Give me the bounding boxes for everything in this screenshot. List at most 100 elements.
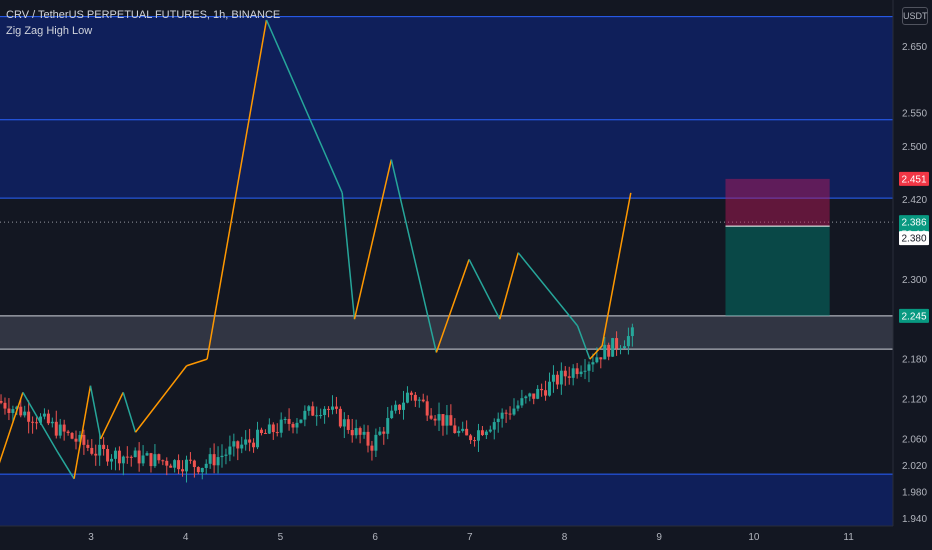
indicator-label[interactable]: Zig Zag High Low: [6, 25, 93, 37]
candle[interactable]: [398, 404, 402, 410]
candle[interactable]: [279, 419, 283, 433]
candle[interactable]: [611, 338, 615, 357]
candle[interactable]: [567, 376, 571, 378]
candle[interactable]: [500, 412, 504, 419]
candle[interactable]: [413, 394, 417, 401]
candle[interactable]: [386, 418, 390, 434]
candle[interactable]: [11, 409, 15, 413]
candle[interactable]: [295, 422, 299, 428]
candle[interactable]: [327, 408, 331, 410]
candle[interactable]: [382, 431, 386, 434]
candle[interactable]: [571, 368, 575, 378]
candle[interactable]: [603, 344, 607, 360]
candle[interactable]: [394, 404, 398, 411]
candle[interactable]: [3, 402, 7, 409]
candle[interactable]: [615, 338, 619, 349]
candle[interactable]: [587, 364, 591, 371]
time-axis[interactable]: [0, 526, 893, 550]
candle[interactable]: [291, 423, 295, 428]
candle[interactable]: [480, 430, 484, 436]
candle[interactable]: [374, 434, 378, 451]
candle[interactable]: [350, 429, 354, 436]
candle[interactable]: [267, 424, 271, 434]
candle[interactable]: [563, 370, 567, 377]
candle[interactable]: [263, 433, 267, 435]
candle[interactable]: [216, 457, 220, 466]
candle[interactable]: [504, 412, 508, 414]
candle[interactable]: [548, 381, 552, 396]
candle[interactable]: [575, 368, 579, 375]
candle[interactable]: [133, 450, 137, 458]
candle[interactable]: [516, 405, 520, 409]
candle[interactable]: [208, 454, 212, 464]
candle[interactable]: [86, 444, 90, 448]
candle[interactable]: [145, 453, 149, 456]
candle[interactable]: [323, 408, 327, 416]
candle[interactable]: [366, 431, 370, 446]
candle[interactable]: [7, 408, 11, 413]
candle[interactable]: [626, 336, 630, 347]
candle[interactable]: [492, 422, 496, 430]
candle[interactable]: [98, 444, 102, 456]
candle[interactable]: [619, 348, 623, 350]
candle[interactable]: [153, 454, 157, 467]
candle[interactable]: [165, 460, 169, 466]
candle[interactable]: [70, 433, 74, 439]
candle[interactable]: [622, 346, 626, 349]
candle[interactable]: [117, 450, 121, 464]
candle[interactable]: [42, 413, 46, 417]
candle[interactable]: [62, 424, 66, 432]
candle[interactable]: [378, 431, 382, 435]
candle[interactable]: [429, 415, 433, 419]
candle[interactable]: [184, 459, 188, 472]
candle[interactable]: [228, 446, 232, 455]
candle[interactable]: [271, 424, 275, 433]
candle[interactable]: [354, 428, 358, 436]
candle[interactable]: [338, 408, 342, 427]
candle[interactable]: [275, 432, 279, 434]
candle[interactable]: [161, 460, 165, 462]
candle[interactable]: [457, 430, 461, 434]
candle[interactable]: [496, 418, 500, 423]
candle[interactable]: [370, 445, 374, 451]
candle[interactable]: [315, 415, 319, 417]
candle[interactable]: [102, 444, 106, 449]
candle[interactable]: [433, 418, 437, 421]
candle[interactable]: [512, 408, 516, 415]
candle[interactable]: [157, 454, 161, 461]
candle[interactable]: [417, 399, 421, 401]
candle[interactable]: [54, 421, 58, 436]
candle[interactable]: [555, 374, 559, 385]
candle[interactable]: [402, 402, 406, 410]
candle[interactable]: [287, 418, 291, 424]
candle[interactable]: [125, 456, 129, 458]
candle[interactable]: [437, 414, 441, 421]
candle[interactable]: [532, 393, 536, 399]
candle[interactable]: [441, 414, 445, 426]
candle[interactable]: [520, 398, 524, 406]
candle[interactable]: [236, 441, 240, 449]
candle[interactable]: [449, 415, 453, 426]
candle[interactable]: [346, 419, 350, 430]
candle[interactable]: [508, 413, 512, 415]
candle[interactable]: [27, 411, 31, 422]
candle[interactable]: [121, 456, 125, 464]
candle[interactable]: [74, 438, 78, 442]
candle[interactable]: [50, 421, 54, 424]
candle[interactable]: [559, 370, 563, 385]
candle[interactable]: [240, 444, 244, 449]
candle[interactable]: [220, 455, 224, 458]
candle[interactable]: [94, 453, 98, 456]
candle[interactable]: [141, 455, 145, 464]
candle[interactable]: [591, 362, 595, 365]
take-profit-area[interactable]: [725, 226, 830, 316]
candle[interactable]: [283, 418, 287, 420]
candle[interactable]: [358, 428, 362, 435]
candle[interactable]: [469, 435, 473, 441]
candle[interactable]: [252, 442, 256, 448]
candle[interactable]: [528, 393, 532, 397]
candle[interactable]: [405, 392, 409, 403]
candle[interactable]: [256, 429, 260, 448]
candle[interactable]: [19, 406, 23, 416]
